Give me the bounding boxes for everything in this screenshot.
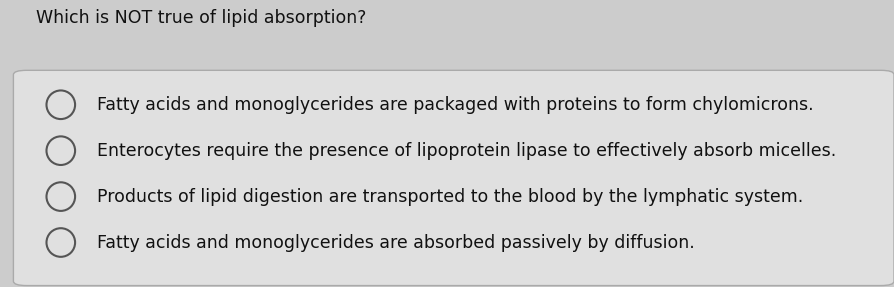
FancyBboxPatch shape	[13, 70, 894, 286]
Text: Fatty acids and monoglycerides are packaged with proteins to form chylomicrons.: Fatty acids and monoglycerides are packa…	[97, 96, 814, 114]
Text: Products of lipid digestion are transported to the blood by the lymphatic system: Products of lipid digestion are transpor…	[97, 188, 804, 205]
Text: Fatty acids and monoglycerides are absorbed passively by diffusion.: Fatty acids and monoglycerides are absor…	[97, 234, 696, 251]
Text: Which is NOT true of lipid absorption?: Which is NOT true of lipid absorption?	[36, 9, 367, 27]
Text: Enterocytes require the presence of lipoprotein lipase to effectively absorb mic: Enterocytes require the presence of lipo…	[97, 142, 837, 160]
